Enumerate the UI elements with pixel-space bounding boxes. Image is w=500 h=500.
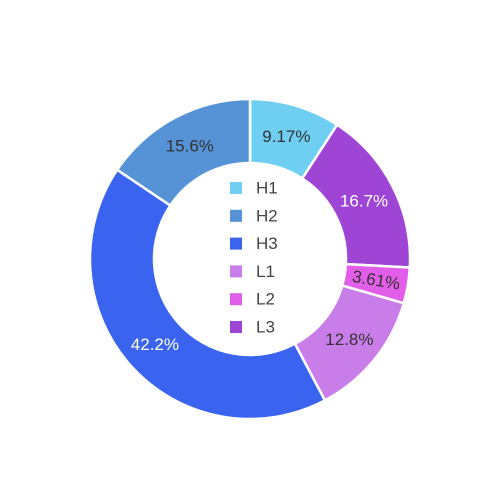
slice-h2[interactable] [115,97,252,208]
percent-label-l1: 12.8% [325,330,373,349]
percent-label-h3: 42.2% [131,335,179,354]
legend-swatch-l3[interactable] [230,321,242,333]
percent-label-l3: 16.7% [340,191,388,210]
chart-slices [88,97,412,421]
legend-swatch-l2[interactable] [230,293,242,306]
legend-label-h2[interactable]: H2 [256,206,278,225]
slice-h3[interactable] [88,168,327,421]
legend-label-h1[interactable]: H1 [256,179,278,198]
legend-label-h3[interactable]: H3 [256,234,278,253]
legend-label-l3[interactable]: L3 [256,318,275,337]
legend-label-l1[interactable]: L1 [256,262,275,281]
chart-legend: H1 H2 H3 L1 L2 L3 [230,179,278,337]
chart-percent-labels: 9.17%16.7%3.61%12.8%42.2%15.6% [131,127,402,354]
legend-swatch-l1[interactable] [230,265,242,278]
legend-label-l2[interactable]: L2 [256,290,275,309]
legend-swatch-h1[interactable] [230,182,242,194]
percent-label-h1: 9.17% [262,127,310,146]
legend-swatch-h3[interactable] [230,237,242,250]
percent-label-h2: 15.6% [166,137,214,156]
legend-swatch-h2[interactable] [230,209,242,222]
